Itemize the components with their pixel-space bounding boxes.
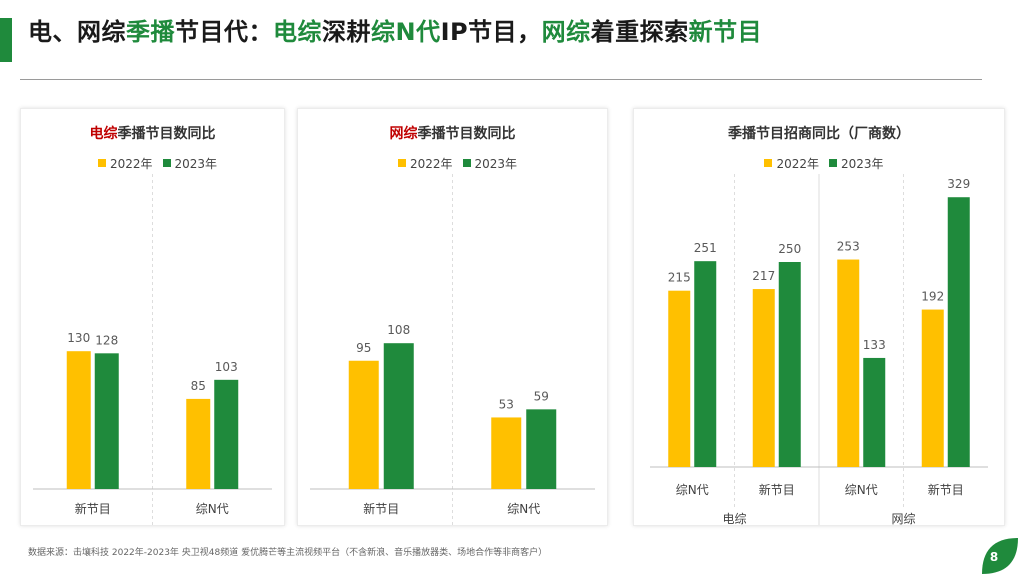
bar-2022 [186, 398, 211, 489]
bar-2023 [947, 197, 970, 467]
bar-2023 [778, 262, 801, 467]
data-label: 253 [837, 240, 860, 254]
legend-swatch-2022 [397, 159, 406, 167]
data-label: 53 [499, 397, 514, 411]
bar-2023 [526, 409, 557, 489]
data-label: 103 [215, 360, 238, 374]
bar-2022 [66, 351, 91, 489]
legend-label-2022: 2022年 [776, 157, 819, 171]
chart-title: 网综季播节目数同比 [389, 126, 516, 142]
group-label: 网综 [891, 512, 915, 525]
title-accent-bar [0, 18, 12, 62]
title-segment: 着重探索 [590, 18, 689, 46]
data-label: 128 [95, 333, 118, 347]
chart-title: 电综季播节目数同比 [89, 126, 216, 142]
legend-swatch-2023 [162, 159, 171, 167]
category-label: 综N代 [196, 502, 229, 516]
data-label: 250 [778, 242, 801, 256]
title-divider [20, 79, 982, 80]
chart-legend: 2022年 2023年 [21, 155, 284, 172]
data-label: 192 [921, 290, 944, 304]
legend-label-2022: 2022年 [409, 157, 453, 171]
data-label: 215 [668, 271, 691, 285]
data-label: 95 [356, 341, 371, 355]
title-segment: 综N代 [371, 18, 441, 46]
chart-panel-tv-shows: 电综季播节目数同比 2022年 2023年 130 128 新节目 85 103 综N代 [20, 108, 285, 526]
bar-chart-tv-shows: 130 128 新节目 85 103 综N代 [33, 174, 272, 525]
data-label: 329 [947, 177, 970, 191]
category-label: 新节目 [928, 482, 964, 497]
category-label: 综N代 [676, 483, 709, 497]
legend-swatch-2023 [829, 159, 837, 167]
bar-2023 [94, 353, 119, 489]
bar-2022 [837, 259, 860, 467]
chart-legend: 2022年 2023年 [298, 155, 607, 172]
title-segment: 新节目 [688, 18, 763, 46]
data-label: 130 [67, 331, 90, 345]
data-label: 217 [752, 269, 775, 283]
bar-2022 [491, 417, 522, 489]
chart-legend: 2022年 2023年 [634, 155, 1004, 172]
chart-panel-sponsors: 季播节目招商同比（厂商数） 2022年 2023年 215 251 综N代 217 250… [633, 108, 1005, 526]
bar-2023 [383, 343, 414, 489]
bar-chart-web-shows: 95 108 新节目 53 59 综N代 [310, 174, 595, 525]
page-title: 电、网综季播节目代：电综深耕综N代IP节目，网综着重探索新节目 [28, 12, 762, 47]
title-segment: 节目代： [175, 18, 273, 46]
category-label: 综N代 [507, 502, 540, 516]
bar-2022 [921, 309, 944, 467]
chart-panel-web-shows: 网综季播节目数同比 2022年 2023年 95 108 新节目 53 59 综N代 [297, 108, 608, 526]
category-label: 新节目 [363, 501, 399, 516]
category-label: 综N代 [845, 483, 878, 497]
data-label: 251 [694, 241, 717, 255]
bar-2022 [668, 290, 691, 467]
title-segment: 网综 [541, 18, 591, 46]
title-segment: 电、网综 [28, 18, 126, 46]
legend-label-2023: 2023年 [841, 157, 884, 171]
category-label: 新节目 [759, 482, 795, 497]
bar-2023 [694, 261, 717, 467]
legend-swatch-2023 [462, 159, 471, 167]
title-segment: 季播 [126, 18, 175, 46]
data-label: 85 [191, 379, 206, 393]
data-label: 59 [534, 389, 549, 403]
bar-2023 [863, 357, 886, 467]
bar-2022 [752, 289, 775, 467]
title-segment: 电综 [273, 18, 322, 46]
bar-2022 [348, 360, 379, 489]
data-label: 133 [863, 338, 886, 352]
chart-title: 季播节目招商同比（厂商数） [728, 126, 910, 142]
page-badge-leaf-icon [982, 538, 1018, 574]
category-label: 新节目 [75, 501, 111, 516]
data-label: 108 [387, 323, 410, 337]
page-number: 8 [989, 550, 999, 564]
bar-2023 [214, 379, 239, 489]
title-segment: IP节目， [440, 18, 542, 46]
legend-label-2023: 2023年 [174, 157, 218, 171]
title-segment: 深耕 [322, 18, 371, 46]
legend-swatch-2022 [97, 159, 106, 167]
data-source-note: 数据来源：击壤科技 2022年-2023年 央卫视48频道 爱优腾芒等主流视频平… [28, 548, 548, 558]
legend-label-2022: 2022年 [109, 157, 153, 171]
group-label: 电综 [722, 512, 746, 525]
legend-swatch-2022 [764, 159, 773, 167]
legend-label-2023: 2023年 [474, 157, 518, 171]
